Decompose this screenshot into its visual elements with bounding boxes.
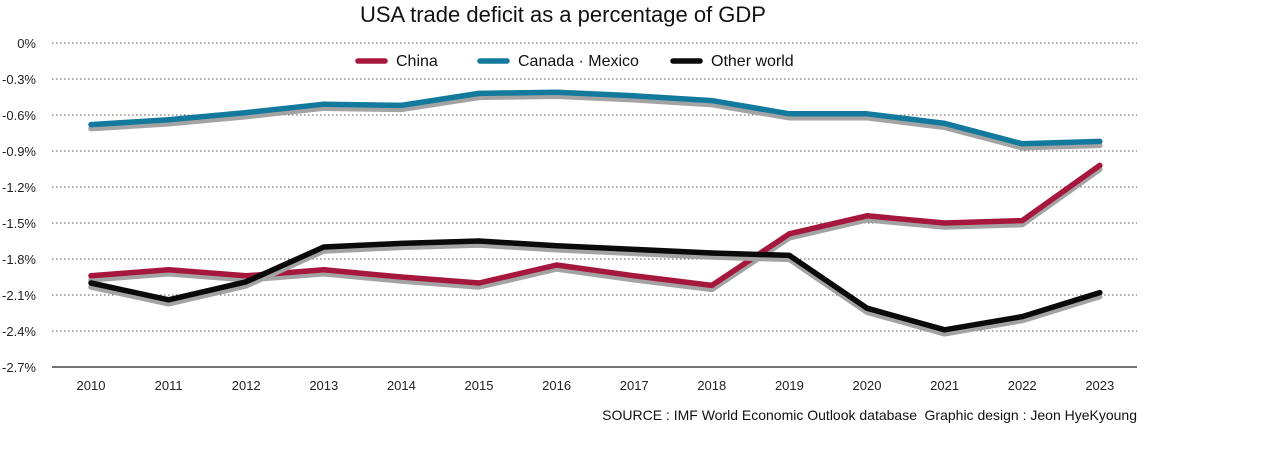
data-point	[554, 262, 560, 268]
y-axis: 0% -0.3% -0.6% -0.9% -1.2% -1.5% -1.8% -2.1% -2.…	[2, 36, 36, 375]
data-point	[709, 250, 715, 256]
x-tick-label: 2010	[77, 378, 106, 393]
data-point	[631, 273, 637, 279]
x-tick-label: 2014	[387, 378, 416, 393]
series-line-canada-mexico	[88, 89, 1103, 147]
series-line-china	[88, 162, 1103, 289]
x-tick-label: 2020	[853, 378, 882, 393]
data-point	[88, 280, 94, 286]
data-point	[321, 267, 327, 273]
x-tick-label: 2015	[465, 378, 494, 393]
x-tick-label: 2017	[620, 378, 649, 393]
design-credit: Graphic design : Jeon HyeKyoung	[925, 407, 1137, 423]
legend: China Canada · Mexico Other world	[355, 53, 794, 70]
data-point	[321, 244, 327, 250]
data-point	[321, 101, 327, 107]
data-point	[942, 327, 948, 333]
data-point	[88, 273, 94, 279]
x-axis: 2010 2011 2012 2013 2014 2015 2016 2017 2018 2019…	[77, 378, 1115, 393]
series-line-other-world	[88, 238, 1103, 333]
data-point	[709, 98, 715, 104]
data-point	[476, 90, 482, 96]
data-point	[1019, 314, 1025, 320]
data-point	[786, 111, 793, 117]
y-tick-label: -2.7%	[2, 360, 36, 375]
data-point	[88, 122, 94, 128]
data-point	[631, 246, 637, 252]
data-point	[864, 213, 870, 219]
y-tick-label: -0.3%	[2, 72, 36, 87]
x-tick-label: 2018	[697, 378, 726, 393]
legend-label: Canada · Mexico	[518, 53, 639, 70]
data-point	[631, 93, 637, 99]
series-lines	[88, 89, 1103, 337]
x-tick-label: 2016	[542, 378, 571, 393]
data-point	[554, 89, 560, 95]
data-point	[398, 102, 404, 108]
data-point	[864, 305, 870, 311]
data-point	[1019, 141, 1025, 147]
data-point	[166, 297, 172, 303]
y-tick-label: -1.8%	[2, 252, 36, 267]
x-tick-label: 2023	[1085, 378, 1114, 393]
data-point	[398, 274, 404, 280]
data-point	[243, 273, 249, 279]
x-tick-label: 2019	[775, 378, 804, 393]
x-tick-label: 2013	[309, 378, 338, 393]
data-point	[554, 243, 560, 249]
data-point	[398, 240, 404, 246]
data-point	[243, 279, 249, 285]
legend-label: Other world	[711, 53, 794, 70]
data-point	[166, 117, 172, 123]
data-point	[1019, 218, 1025, 224]
data-point	[942, 120, 948, 126]
y-tick-label: -0.9%	[2, 144, 36, 159]
data-point	[786, 231, 793, 237]
y-tick-label: 0%	[17, 36, 36, 51]
data-point	[709, 282, 715, 288]
data-point	[1097, 162, 1103, 168]
data-point	[166, 267, 172, 273]
series-shadow	[88, 93, 1103, 151]
data-point	[476, 238, 482, 244]
legend-label: China	[396, 53, 438, 70]
chart-title: USA trade deficit as a percentage of GDP	[360, 2, 766, 27]
y-tick-label: -1.2%	[2, 180, 36, 195]
x-tick-label: 2011	[155, 378, 183, 393]
x-tick-label: 2021	[930, 378, 959, 393]
data-point	[786, 252, 793, 258]
gridlines	[52, 42, 1137, 368]
x-tick-label: 2012	[232, 378, 261, 393]
data-point	[942, 220, 948, 226]
data-point	[1097, 290, 1103, 296]
y-tick-label: -0.6%	[2, 108, 36, 123]
y-tick-label: -1.5%	[2, 216, 36, 231]
y-tick-label: -2.4%	[2, 324, 36, 339]
data-point	[243, 110, 249, 116]
source-note: SOURCE : IMF World Economic Outlook data…	[602, 407, 917, 423]
data-point	[1097, 138, 1103, 144]
data-point	[864, 111, 870, 117]
data-point	[476, 280, 482, 286]
y-tick-label: -2.1%	[2, 288, 36, 303]
series-shadow	[88, 242, 1103, 337]
x-tick-label: 2022	[1008, 378, 1037, 393]
